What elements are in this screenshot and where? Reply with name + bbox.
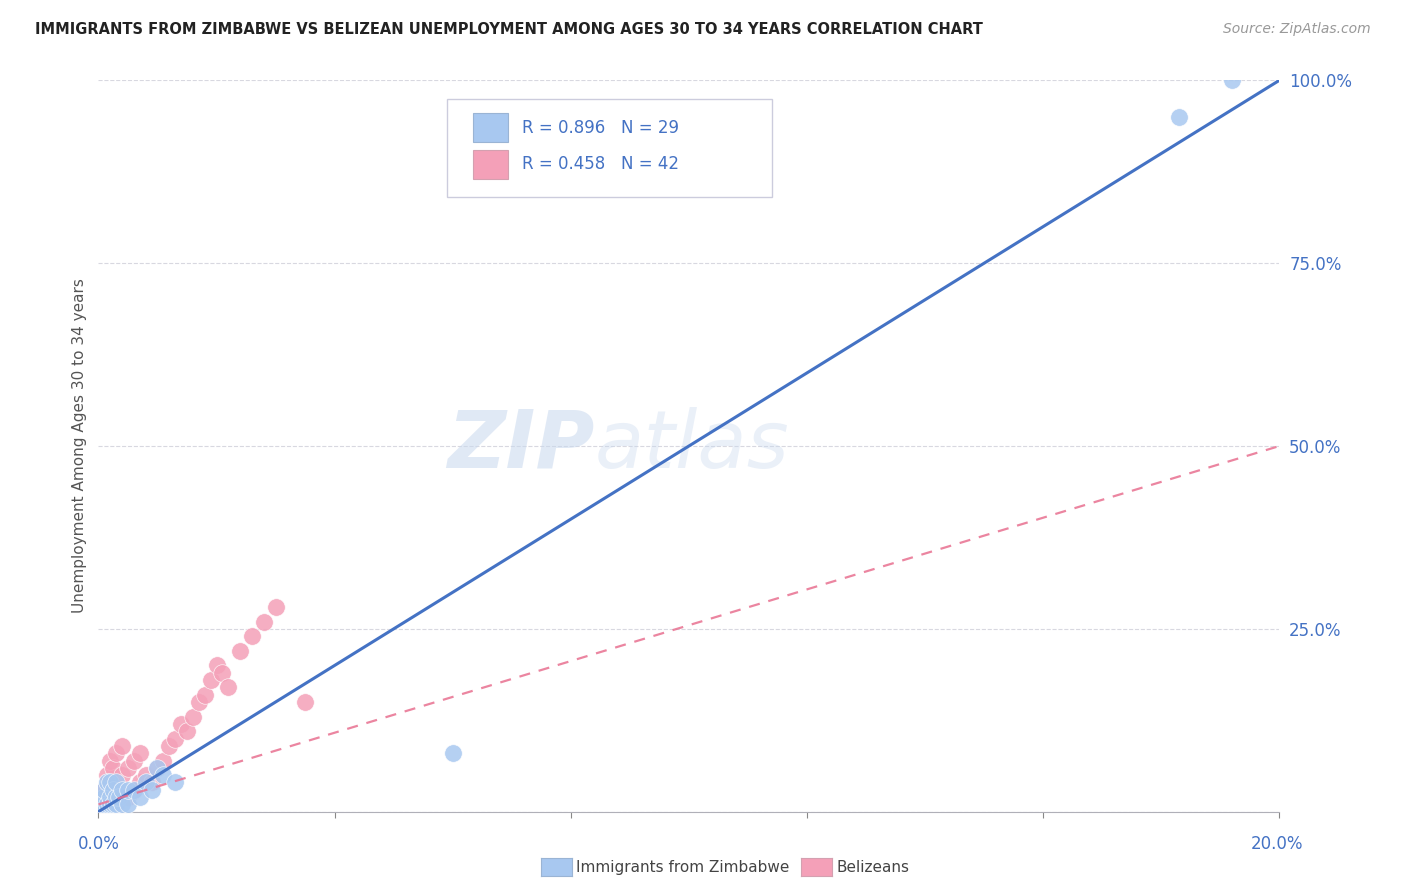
Point	[105, 797, 128, 812]
Text: R = 0.896   N = 29: R = 0.896 N = 29	[523, 119, 679, 136]
Point	[205, 658, 228, 673]
Point	[93, 782, 115, 797]
Y-axis label: Unemployment Among Ages 30 to 34 years: Unemployment Among Ages 30 to 34 years	[72, 278, 87, 614]
Text: Immigrants from Zimbabwe: Immigrants from Zimbabwe	[576, 860, 790, 874]
Point	[294, 695, 316, 709]
Point	[103, 797, 125, 812]
Point	[103, 782, 125, 797]
Point	[152, 768, 174, 782]
Point	[98, 790, 121, 805]
FancyBboxPatch shape	[447, 99, 772, 197]
Point	[105, 797, 128, 812]
Point	[181, 709, 204, 723]
Point	[165, 731, 187, 746]
Text: IMMIGRANTS FROM ZIMBABWE VS BELIZEAN UNEMPLOYMENT AMONG AGES 30 TO 34 YEARS CORR: IMMIGRANTS FROM ZIMBABWE VS BELIZEAN UNE…	[35, 22, 983, 37]
Point	[117, 790, 139, 805]
Point	[117, 761, 139, 775]
Point	[105, 775, 128, 789]
Point	[111, 790, 134, 805]
FancyBboxPatch shape	[472, 113, 508, 143]
Text: 0.0%: 0.0%	[77, 835, 120, 853]
Point	[98, 797, 121, 812]
Point	[103, 761, 125, 775]
Point	[194, 688, 217, 702]
Point	[128, 746, 150, 760]
Point	[122, 782, 145, 797]
Point	[96, 768, 118, 782]
Point	[264, 599, 287, 614]
Point	[122, 754, 145, 768]
Point	[170, 717, 193, 731]
Text: ZIP: ZIP	[447, 407, 595, 485]
Text: atlas: atlas	[595, 407, 789, 485]
Point	[117, 797, 139, 812]
Point	[117, 782, 139, 797]
Point	[176, 724, 198, 739]
Point	[128, 775, 150, 789]
Point	[141, 782, 163, 797]
Point	[135, 768, 157, 782]
Point	[128, 790, 150, 805]
Point	[253, 615, 276, 629]
Point	[98, 775, 121, 789]
Point	[105, 746, 128, 760]
Point	[105, 782, 128, 797]
Point	[157, 739, 180, 753]
Point	[211, 665, 233, 680]
Point	[93, 797, 115, 812]
Point	[93, 782, 115, 797]
Point	[146, 761, 169, 775]
Point	[1168, 110, 1191, 124]
Point	[135, 775, 157, 789]
Point	[98, 775, 121, 789]
Point	[96, 775, 118, 789]
Point	[96, 797, 118, 812]
Point	[111, 782, 134, 797]
Point	[200, 673, 222, 687]
Point	[141, 775, 163, 789]
Point	[108, 790, 131, 805]
Point	[441, 746, 464, 760]
Point	[98, 797, 121, 812]
Point	[111, 797, 134, 812]
Point	[105, 790, 128, 805]
Point	[90, 801, 112, 815]
Point	[122, 782, 145, 797]
Point	[93, 797, 115, 812]
Point	[165, 775, 187, 789]
Point	[111, 739, 134, 753]
Point	[90, 801, 112, 815]
Text: R = 0.458   N = 42: R = 0.458 N = 42	[523, 155, 679, 173]
Point	[1220, 73, 1243, 87]
Point	[229, 644, 252, 658]
Point	[240, 629, 263, 643]
Point	[103, 790, 125, 805]
Point	[93, 790, 115, 805]
Point	[146, 761, 169, 775]
Text: 20.0%: 20.0%	[1250, 835, 1303, 853]
Text: Belizeans: Belizeans	[837, 860, 910, 874]
FancyBboxPatch shape	[472, 150, 508, 179]
Text: Source: ZipAtlas.com: Source: ZipAtlas.com	[1223, 22, 1371, 37]
Point	[96, 790, 118, 805]
Point	[111, 768, 134, 782]
Point	[187, 695, 209, 709]
Point	[217, 681, 239, 695]
Point	[152, 754, 174, 768]
Point	[98, 754, 121, 768]
